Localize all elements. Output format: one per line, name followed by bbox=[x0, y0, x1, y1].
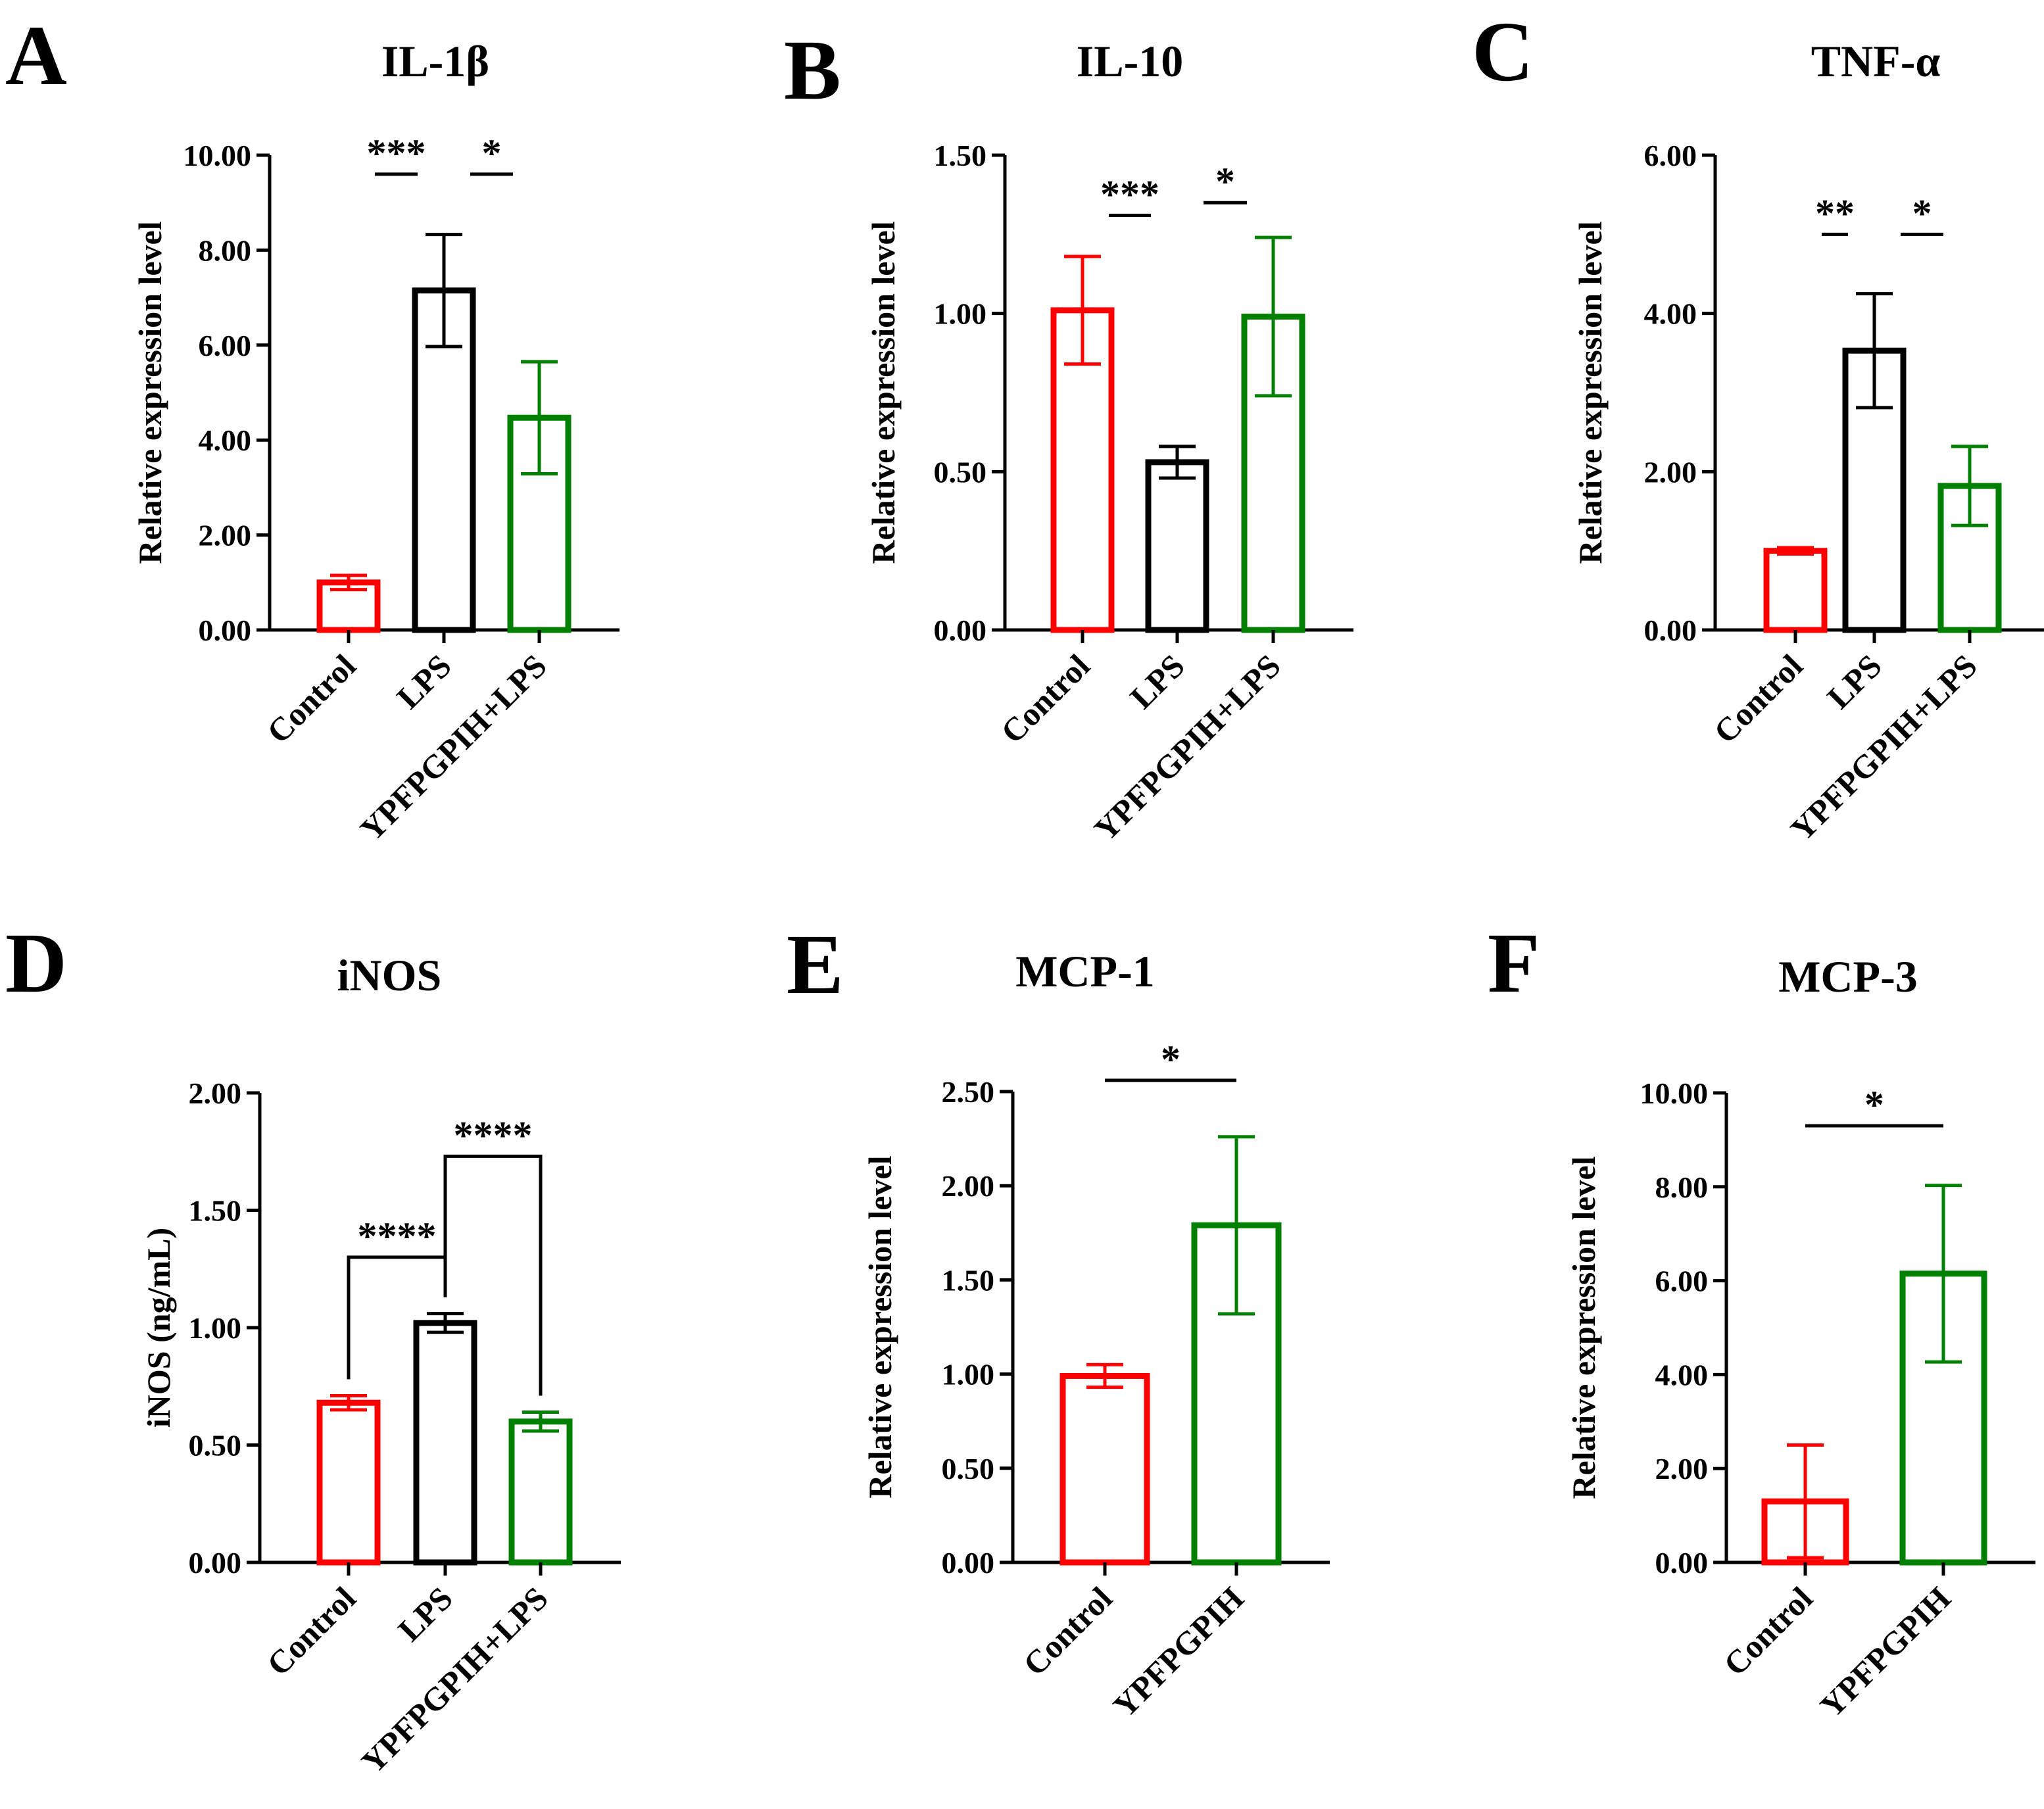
panel-e-y-tick-label: 2.00 bbox=[942, 1169, 995, 1203]
panel-f-y-tick-label: 10.00 bbox=[1640, 1076, 1709, 1110]
panel-a-y-tick-label: 2.00 bbox=[199, 519, 252, 552]
panel-a-significance-1-label: *** bbox=[367, 132, 426, 175]
panel-b-category-label-control: Control bbox=[994, 647, 1097, 750]
panel-e-letter: E bbox=[787, 917, 844, 1012]
panel-f-significance-1-label: * bbox=[1864, 1083, 1884, 1126]
panel-b-y-tick-label: 0.00 bbox=[934, 614, 987, 647]
panel-c-y-tick-label: 2.00 bbox=[1644, 455, 1697, 489]
panel-a-significance-2-label: * bbox=[482, 132, 502, 175]
panel-c-y-tick-label: 6.00 bbox=[1644, 139, 1697, 172]
panel-a-y-tick-label: 0.00 bbox=[199, 614, 252, 647]
panel-b-chart: B IL-10 0.00 0.50 1.00 1.50 Relative expressio… bbox=[784, 23, 1353, 848]
panel-c-y-tick-label: 0.00 bbox=[1644, 614, 1697, 647]
panel-e-chart: E MCP-1 0.00 0.50 1.00 1.50 2.00 2.50 Relative e… bbox=[787, 917, 1330, 1724]
panel-c-y-tick-label: 4.00 bbox=[1644, 297, 1697, 331]
panel-b-y-label: Relative expression level bbox=[865, 221, 902, 564]
panel-b-letter: B bbox=[784, 23, 841, 118]
panel-e-title: MCP-1 bbox=[1015, 946, 1154, 996]
panel-d-bar-control bbox=[316, 1399, 381, 1566]
panel-f-y-tick-label: 8.00 bbox=[1655, 1170, 1709, 1204]
panel-d-letter: D bbox=[5, 916, 67, 1011]
panel-b-y-tick-label: 1.50 bbox=[934, 139, 987, 172]
panel-a-y-tick-label: 8.00 bbox=[199, 233, 252, 267]
panel-b-title: IL-10 bbox=[1077, 36, 1183, 86]
panel-e-y-tick-label: 0.50 bbox=[942, 1452, 995, 1485]
panel-f-category-label-control: Control bbox=[1716, 1580, 1820, 1683]
panel-f-y-tick-label: 0.00 bbox=[1655, 1546, 1709, 1580]
panel-b-y-tick-label: 1.00 bbox=[934, 297, 987, 331]
panel-e-bar-control bbox=[1059, 1372, 1150, 1566]
panel-a-letter: A bbox=[5, 9, 67, 103]
panel-c-title: TNF-α bbox=[1811, 36, 1941, 86]
panel-a-chart: A IL-1β 0.00 2.00 4.00 6.00 8.00 10.00 Relative … bbox=[5, 9, 620, 848]
panel-c-significance-1-label: ** bbox=[1815, 191, 1855, 235]
panel-f-y-label: Relative expression level bbox=[1565, 1156, 1602, 1499]
panel-e-y-tick-label: 0.00 bbox=[942, 1546, 995, 1580]
panel-c-chart: C TNF-α 0.00 2.00 4.00 6.00 Relative expressio… bbox=[1472, 5, 2044, 848]
panel-f-y-tick-label: 6.00 bbox=[1655, 1265, 1709, 1298]
panel-a-y-tick-label: 10.00 bbox=[183, 139, 252, 172]
panel-d-category-label-lps: LPS bbox=[391, 1580, 459, 1648]
panel-c-letter: C bbox=[1472, 5, 1534, 99]
panel-c-category-label-control: Control bbox=[1707, 647, 1810, 750]
panel-c-y-label: Relative expression level bbox=[1572, 221, 1609, 564]
panel-a-y-label: Relative expression level bbox=[132, 221, 168, 564]
panel-f-title: MCP-3 bbox=[1778, 952, 1917, 1001]
panel-b-category-label-lps: LPS bbox=[1123, 647, 1191, 715]
panel-c-significance-2-label: * bbox=[1912, 191, 1932, 235]
panel-e-y-tick-label: 1.00 bbox=[942, 1358, 995, 1391]
panel-b-bar-lps bbox=[1145, 459, 1209, 633]
panel-d-category-label-control: Control bbox=[260, 1580, 363, 1683]
panel-a-y-tick-label: 6.00 bbox=[199, 329, 252, 362]
panel-a-category-label-lps: LPS bbox=[389, 647, 458, 715]
panel-d-y-tick-label: 2.00 bbox=[189, 1076, 242, 1110]
panel-e-y-tick-label: 2.50 bbox=[942, 1075, 995, 1109]
panel-d-y-tick-label: 1.00 bbox=[189, 1311, 242, 1345]
panel-a-y-tick-label: 4.00 bbox=[199, 423, 252, 457]
panel-f-letter: F bbox=[1488, 916, 1540, 1011]
panel-b-significance-1-label: *** bbox=[1100, 172, 1159, 216]
panel-f-y-tick-label: 2.00 bbox=[1655, 1452, 1709, 1485]
panel-e-y-label: Relative expression level bbox=[862, 1155, 898, 1498]
panel-d-y-tick-label: 0.50 bbox=[189, 1429, 242, 1462]
panel-d-y-label: iNOS (ng/mL) bbox=[140, 1228, 177, 1428]
panel-d-y-tick-label: 1.50 bbox=[189, 1194, 242, 1228]
panel-f-category-label-ypfpgpih: YPFPGPIH bbox=[1813, 1580, 1957, 1724]
panel-d-significance-2-label: **** bbox=[454, 1113, 533, 1157]
panel-d-bar-lps bbox=[413, 1320, 477, 1566]
panel-d-bar-ypfpgpih-lps bbox=[508, 1418, 573, 1566]
panel-d-significance-1-label: **** bbox=[358, 1215, 437, 1258]
panel-d-title: iNOS bbox=[337, 950, 442, 1000]
panel-d-significance-1-bracket bbox=[347, 1255, 447, 1380]
panel-b-y-tick-label: 0.50 bbox=[934, 455, 987, 489]
panel-c-bar-control bbox=[1763, 548, 1828, 633]
panel-e-category-label-control: Control bbox=[1016, 1580, 1119, 1683]
panel-f-chart: F MCP-3 0.00 2.00 4.00 6.00 8.00 10.00 Relative … bbox=[1488, 916, 2035, 1724]
panel-e-significance-1-label: * bbox=[1161, 1038, 1180, 1081]
panel-f-y-tick-label: 4.00 bbox=[1655, 1358, 1709, 1391]
panel-e-y-tick-label: 1.50 bbox=[942, 1263, 995, 1297]
panel-b-significance-2-label: * bbox=[1215, 160, 1235, 203]
panel-c-category-label-lps: LPS bbox=[1820, 647, 1888, 715]
panel-a-title: IL-1β bbox=[381, 36, 489, 86]
panel-d-significance-2-bracket bbox=[443, 1154, 543, 1396]
panel-a-category-label-control: Control bbox=[260, 647, 363, 750]
panel-e-category-label-ypfpgpih: YPFPGPIH bbox=[1106, 1580, 1250, 1724]
panel-d-y-tick-label: 0.00 bbox=[189, 1546, 242, 1580]
